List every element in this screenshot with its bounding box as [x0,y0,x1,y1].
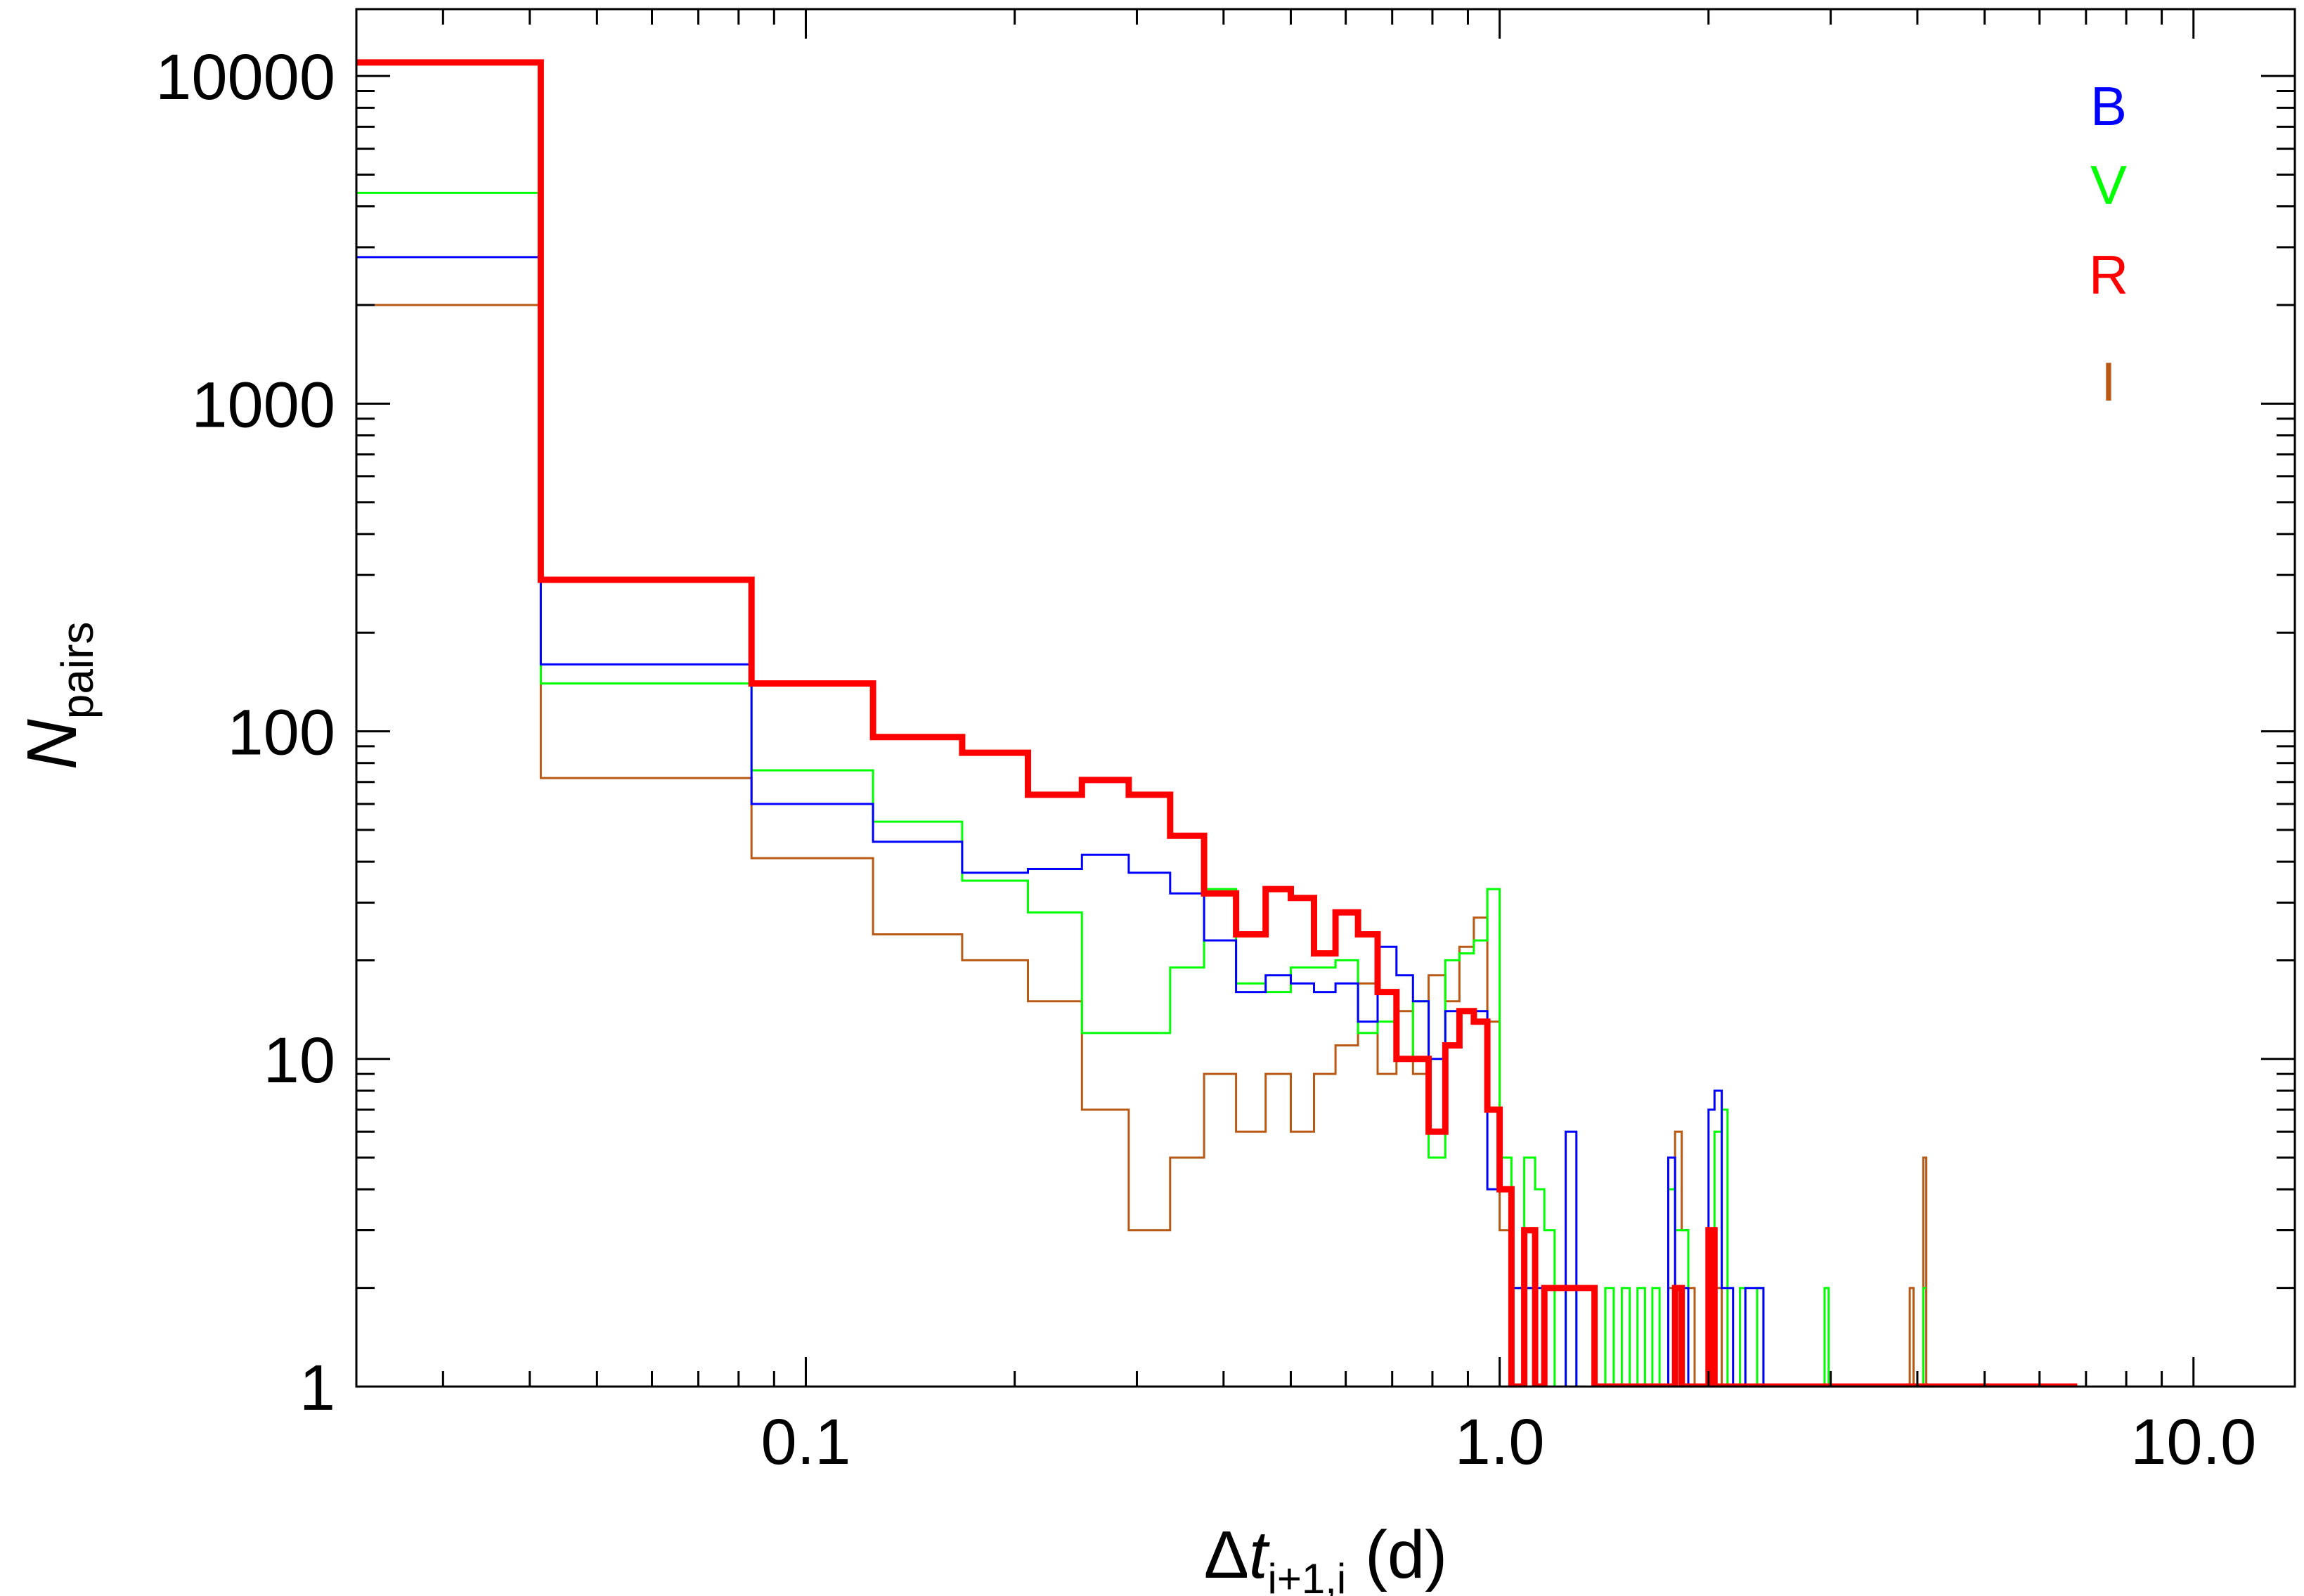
x-tick-label: 0.1 [761,1406,851,1478]
legend-label-r: R [2089,244,2128,306]
plot-frame [355,8,2296,1388]
x-axis-title-var: t [1249,1517,1270,1592]
series-layer [356,59,2295,1387]
axis-ticks [356,9,2295,1388]
legend-label-v: V [2090,154,2127,216]
x-axis-title-subscript: i+1,i [1268,1555,1347,1596]
y-tick-label: 10000 [155,41,335,113]
y-axis-title-var: N [13,718,91,770]
y-tick-label: 10 [264,1025,335,1096]
y-tick-label: 1 [299,1352,335,1424]
legend-label-i: I [2101,351,2116,413]
x-axis-title-unit: (d) [1346,1517,1447,1592]
series-r-line [356,59,2078,1387]
legend-label-b: B [2090,75,2127,137]
y-tick-label: 100 [228,697,336,769]
axis-tick-labels: 0.1 1.0 10.0 1 10 100 1000 10000 [155,41,2256,1478]
y-axis-title: Npairs [13,622,103,770]
y-axis-title-subscript: pairs [52,622,103,720]
x-axis-title-delta: Δ [1204,1517,1249,1592]
y-tick-label: 1000 [191,369,335,441]
x-tick-label: 10.0 [2130,1406,2256,1478]
x-axis-title: Δti+1,i (d) [1204,1517,1448,1596]
x-tick-label: 1.0 [1455,1406,1545,1478]
